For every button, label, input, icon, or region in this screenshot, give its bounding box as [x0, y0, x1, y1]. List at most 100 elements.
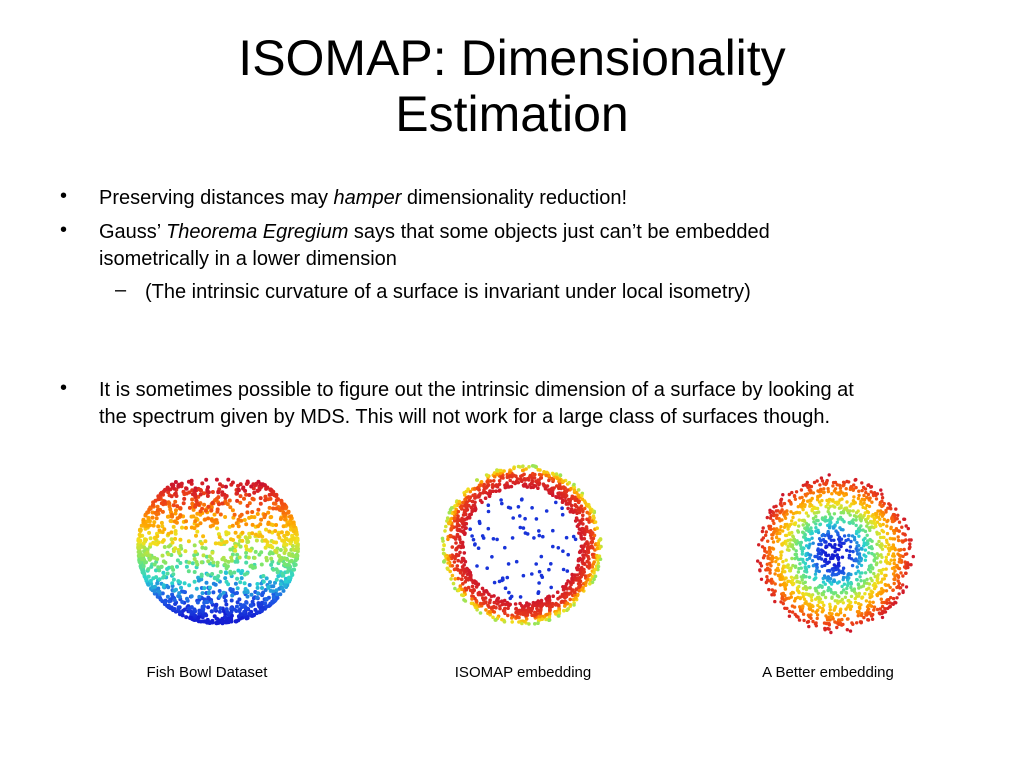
point — [542, 484, 546, 488]
point — [874, 497, 879, 501]
point — [877, 539, 881, 544]
point — [881, 535, 885, 540]
point — [242, 590, 247, 595]
point — [811, 491, 816, 495]
point — [795, 510, 799, 515]
point — [825, 518, 829, 523]
point — [219, 542, 223, 547]
point — [213, 607, 218, 611]
point — [551, 472, 556, 476]
point — [817, 500, 822, 504]
point — [157, 528, 162, 533]
point — [830, 492, 834, 496]
point — [526, 609, 530, 613]
point — [908, 542, 912, 546]
point — [546, 595, 550, 599]
point — [809, 595, 813, 599]
point — [456, 514, 460, 518]
point — [268, 588, 273, 593]
point — [192, 526, 197, 531]
point — [168, 487, 173, 492]
point — [154, 568, 158, 573]
point — [780, 550, 784, 554]
point — [799, 566, 803, 570]
point — [502, 469, 506, 473]
point — [537, 529, 541, 533]
point — [274, 523, 279, 527]
point — [831, 617, 835, 621]
point — [862, 579, 867, 583]
point — [897, 592, 901, 596]
point — [152, 562, 157, 567]
point — [243, 488, 248, 493]
point — [542, 470, 546, 474]
point — [169, 553, 174, 557]
point — [270, 559, 275, 564]
point — [189, 514, 194, 519]
point — [450, 545, 455, 549]
point — [823, 557, 828, 562]
point — [279, 498, 284, 503]
point — [828, 520, 832, 524]
point — [460, 593, 464, 597]
point — [890, 519, 895, 524]
point — [137, 545, 142, 550]
point — [788, 542, 792, 546]
point — [270, 599, 275, 604]
point — [170, 540, 175, 545]
point — [558, 473, 563, 477]
point — [162, 501, 167, 506]
point — [768, 579, 772, 583]
point — [255, 610, 260, 615]
point — [896, 513, 900, 517]
point — [555, 476, 559, 481]
point — [593, 520, 598, 524]
point — [810, 598, 814, 602]
point — [814, 624, 818, 628]
point — [160, 509, 165, 514]
point — [486, 491, 490, 496]
point — [192, 543, 197, 548]
point — [879, 571, 884, 575]
point — [184, 615, 189, 620]
point — [862, 615, 866, 620]
point — [217, 535, 222, 540]
point — [556, 546, 561, 550]
point — [862, 544, 866, 548]
point — [894, 507, 898, 511]
point — [785, 524, 790, 528]
point — [459, 560, 464, 564]
point — [460, 577, 464, 581]
point — [470, 534, 474, 538]
point — [824, 504, 828, 509]
point — [837, 491, 842, 495]
point — [778, 511, 782, 515]
point — [444, 524, 448, 529]
point — [575, 518, 579, 522]
bullet-marker: • — [60, 219, 68, 241]
point — [136, 550, 141, 554]
point — [888, 604, 892, 609]
point — [267, 505, 272, 510]
point — [882, 517, 886, 522]
point — [161, 570, 166, 575]
point — [171, 524, 176, 529]
point — [807, 592, 811, 597]
point — [233, 581, 238, 586]
point — [806, 499, 810, 503]
point — [503, 586, 508, 590]
point — [902, 547, 906, 552]
point — [896, 584, 901, 588]
point — [796, 505, 800, 509]
point — [276, 532, 281, 537]
point — [788, 522, 793, 527]
point — [785, 596, 789, 601]
bullet-1: Preserving distances may hamper dimensio… — [99, 185, 979, 212]
point — [767, 546, 772, 550]
point — [238, 494, 243, 499]
point — [805, 492, 810, 496]
point — [201, 553, 206, 558]
point — [849, 539, 853, 544]
point — [138, 538, 143, 543]
point — [772, 521, 776, 526]
